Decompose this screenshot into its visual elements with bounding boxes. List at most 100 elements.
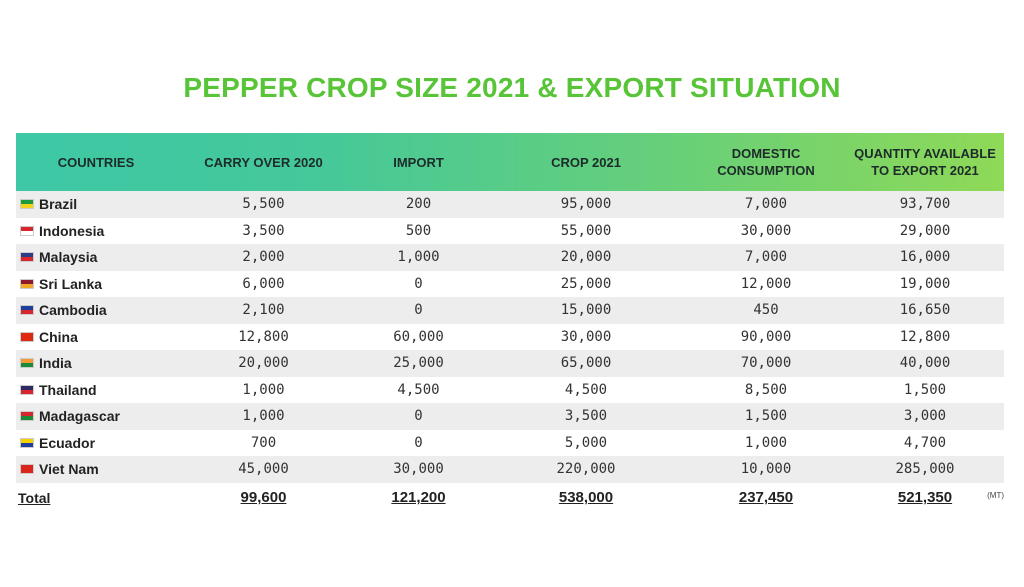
domestic-cell: 90,000 — [740, 328, 792, 345]
flag-icon — [20, 358, 34, 369]
country-cell: Thailand — [16, 382, 176, 398]
country-cell: China — [16, 329, 176, 345]
carry-over-cell: 12,800 — [238, 328, 289, 345]
export-cell: 1,500 — [903, 381, 947, 398]
export-cell: 19,000 — [899, 275, 951, 292]
table-row: Ecuador 700 0 5,000 1,000 4,700 — [16, 430, 1004, 457]
crop-cell: 65,000 — [560, 355, 612, 372]
header-quantity-available: QUANTITY AVAILABLE TO EXPORT 2021 — [846, 145, 1004, 179]
flag-icon — [20, 225, 34, 236]
flag-icon — [20, 331, 34, 342]
table-row: Indonesia 3,500 500 55,000 30,000 29,000 — [16, 218, 1004, 245]
table-row: Sri Lanka 6,000 0 25,000 12,000 19,000 — [16, 271, 1004, 298]
import-cell: 60,000 — [393, 328, 444, 345]
country-name: Viet Nam — [39, 461, 99, 478]
total-row: Total 99,600 121,200 538,000 237,450 521… — [16, 483, 1004, 513]
import-cell: 30,000 — [393, 461, 444, 478]
header-domestic-consumption: DOMESTIC CONSUMPTION — [686, 145, 846, 179]
flag-icon — [20, 305, 34, 316]
table-row: Viet Nam 45,000 30,000 220,000 10,000 285,000 — [16, 456, 1004, 483]
country-name: China — [39, 328, 78, 345]
carry-over-cell: 5,500 — [242, 196, 285, 213]
domestic-cell: 1,500 — [744, 408, 788, 425]
pepper-table: COUNTRIES CARRY OVER 2020 IMPORT CROP 20… — [16, 133, 1004, 513]
table-row: Brazil 5,500 200 95,000 7,000 93,700 — [16, 191, 1004, 218]
country-name: Brazil — [39, 196, 78, 213]
domestic-cell: 450 — [753, 302, 779, 319]
domestic-cell: 70,000 — [740, 355, 792, 372]
crop-cell: 5,000 — [564, 434, 608, 451]
country-cell: Brazil — [16, 196, 176, 212]
crop-cell: 55,000 — [560, 222, 612, 239]
table-row: India 20,000 25,000 65,000 70,000 40,000 — [16, 350, 1004, 377]
country-cell: Cambodia — [16, 302, 176, 318]
country-cell: Ecuador — [16, 435, 176, 451]
table-row: China 12,800 60,000 30,000 90,000 12,800 — [16, 324, 1004, 351]
domestic-cell: 30,000 — [740, 222, 792, 239]
carry-over-cell: 2,100 — [242, 302, 285, 319]
carry-over-cell: 45,000 — [238, 461, 289, 478]
page-title: PEPPER CROP SIZE 2021 & EXPORT SITUATION — [183, 72, 841, 103]
total-label: Total — [18, 489, 51, 506]
header-countries: COUNTRIES — [57, 154, 135, 170]
crop-cell: 95,000 — [560, 196, 612, 213]
import-cell: 0 — [414, 408, 423, 425]
flag-icon — [20, 411, 34, 422]
carry-over-cell: 3,500 — [242, 222, 285, 239]
country-name: Ecuador — [39, 434, 96, 451]
flag-icon — [20, 199, 34, 210]
export-cell: 285,000 — [895, 461, 955, 478]
header-carry-over: CARRY OVER 2020 — [204, 154, 323, 170]
export-cell: 40,000 — [899, 355, 951, 372]
export-cell: 4,700 — [903, 434, 947, 451]
domestic-cell: 10,000 — [740, 461, 792, 478]
table-header: COUNTRIES CARRY OVER 2020 IMPORT CROP 20… — [16, 133, 1004, 191]
import-cell: 0 — [414, 275, 423, 292]
header-crop: CROP 2021 — [551, 154, 621, 170]
country-name: Sri Lanka — [39, 275, 103, 292]
unit-label: (MT) — [987, 490, 1004, 500]
export-cell: 29,000 — [899, 222, 951, 239]
total-domestic: 237,450 — [738, 489, 794, 506]
import-cell: 200 — [405, 196, 432, 213]
header-domestic-line2: CONSUMPTION — [717, 163, 815, 178]
country-cell: Sri Lanka — [16, 276, 176, 292]
country-name: India — [39, 355, 72, 372]
table-row: Malaysia 2,000 1,000 20,000 7,000 16,000 — [16, 244, 1004, 271]
crop-cell: 220,000 — [556, 461, 616, 478]
crop-cell: 4,500 — [564, 381, 608, 398]
import-cell: 4,500 — [397, 381, 440, 398]
import-cell: 25,000 — [393, 355, 444, 372]
carry-over-cell: 1,000 — [242, 408, 285, 425]
crop-cell: 25,000 — [560, 275, 612, 292]
domestic-cell: 8,500 — [744, 381, 788, 398]
country-name: Cambodia — [39, 302, 107, 319]
country-cell: India — [16, 355, 176, 371]
table-row: Madagascar 1,000 0 3,500 1,500 3,000 — [16, 403, 1004, 430]
flag-icon — [20, 252, 34, 263]
crop-cell: 30,000 — [560, 328, 612, 345]
carry-over-cell: 6,000 — [242, 275, 285, 292]
flag-icon — [20, 437, 34, 448]
carry-over-cell: 20,000 — [238, 355, 289, 372]
total-export: 521,350 — [897, 489, 953, 506]
import-cell: 0 — [414, 302, 423, 319]
table-body: Brazil 5,500 200 95,000 7,000 93,700 Indonesia… — [16, 191, 1004, 483]
carry-over-cell: 1,000 — [242, 381, 285, 398]
country-name: Indonesia — [39, 222, 105, 239]
country-name: Malaysia — [39, 249, 98, 266]
import-cell: 1,000 — [397, 249, 440, 266]
crop-cell: 20,000 — [560, 249, 612, 266]
table-row: Thailand 1,000 4,500 4,500 8,500 1,500 — [16, 377, 1004, 404]
flag-icon — [20, 384, 34, 395]
import-cell: 0 — [414, 434, 423, 451]
header-domestic-line1: DOMESTIC — [731, 146, 801, 161]
header-quantity-line1: QUANTITY AVAILABLE — [854, 146, 996, 161]
domestic-cell: 7,000 — [744, 249, 788, 266]
flag-icon — [20, 464, 34, 475]
carry-over-cell: 700 — [250, 434, 277, 451]
country-cell: Indonesia — [16, 223, 176, 239]
flag-icon — [20, 278, 34, 289]
domestic-cell: 7,000 — [744, 196, 788, 213]
crop-cell: 15,000 — [560, 302, 612, 319]
